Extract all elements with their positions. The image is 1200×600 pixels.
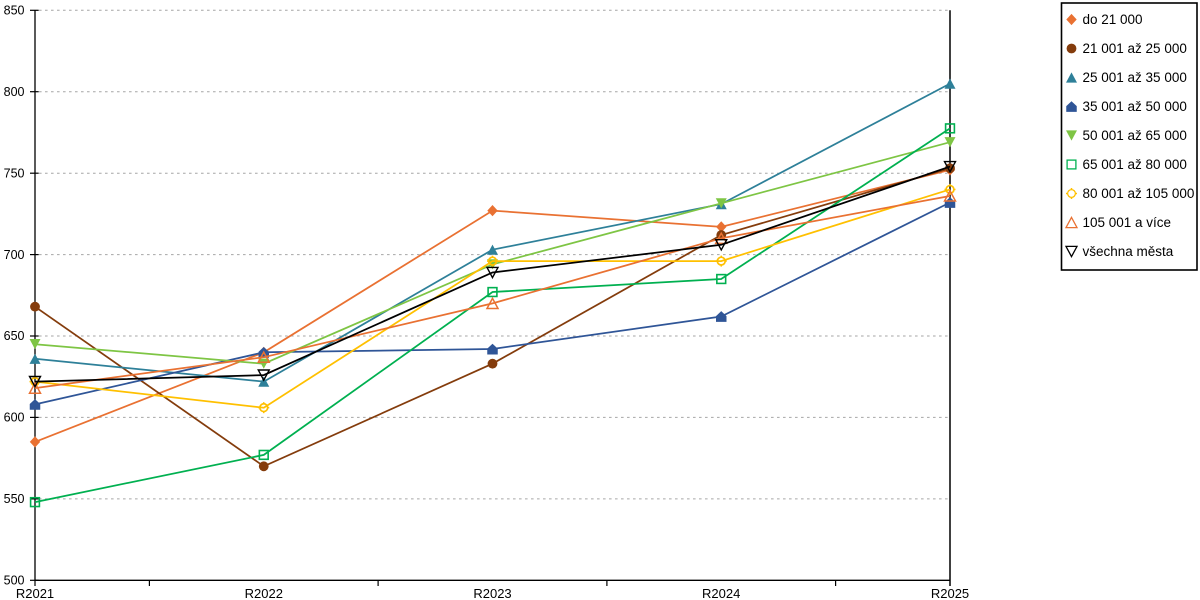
svg-text:700: 700 [4,248,25,262]
svg-text:do 21 000: do 21 000 [1083,12,1143,27]
svg-text:R2025: R2025 [931,586,969,600]
svg-text:R2021: R2021 [16,586,54,600]
svg-text:105 001 a více: 105 001 a více [1083,215,1172,230]
svg-text:65 001 až 80 000: 65 001 až 80 000 [1083,157,1187,172]
svg-text:800: 800 [4,85,25,99]
svg-text:R2023: R2023 [473,586,511,600]
svg-text:všechna města: všechna města [1083,244,1174,259]
svg-text:50 001 až 65 000: 50 001 až 65 000 [1083,128,1187,143]
svg-text:600: 600 [4,411,25,425]
svg-text:R2024: R2024 [702,586,740,600]
svg-text:550: 550 [4,492,25,506]
svg-text:R2022: R2022 [245,586,283,600]
svg-text:500: 500 [4,574,25,588]
svg-text:21 001 až 25 000: 21 001 až 25 000 [1083,41,1187,56]
svg-text:35 001 až 50 000: 35 001 až 50 000 [1083,99,1187,114]
svg-text:80 001 až 105 000: 80 001 až 105 000 [1083,186,1195,201]
svg-text:25 001 až 35 000: 25 001 až 35 000 [1083,70,1187,85]
svg-text:750: 750 [4,166,25,180]
svg-text:850: 850 [4,4,25,18]
svg-text:650: 650 [4,329,25,343]
